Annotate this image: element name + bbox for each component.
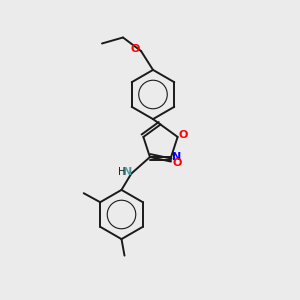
Text: H: H [118,167,125,177]
Text: N: N [172,152,182,162]
Text: O: O [131,44,140,55]
Text: O: O [178,130,188,140]
Text: N: N [123,167,132,177]
Text: O: O [173,158,182,168]
